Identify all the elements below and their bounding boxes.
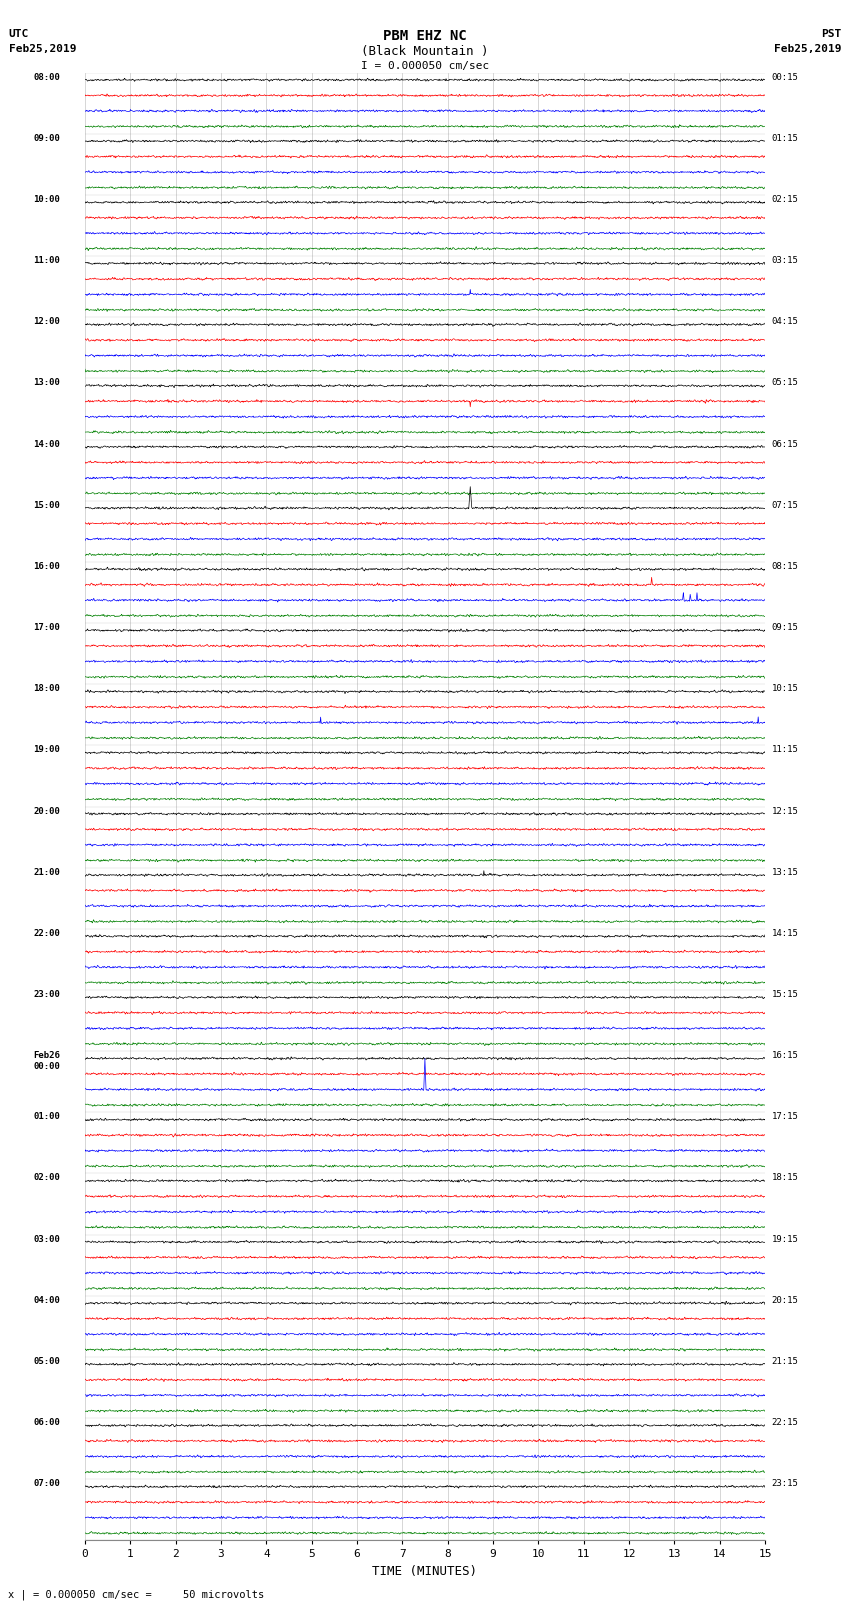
- Text: Feb25,2019: Feb25,2019: [774, 44, 842, 53]
- Text: 04:15: 04:15: [772, 318, 799, 326]
- Text: 23:00: 23:00: [33, 990, 60, 998]
- Text: 06:00: 06:00: [33, 1418, 60, 1428]
- Text: 04:00: 04:00: [33, 1295, 60, 1305]
- Text: 10:15: 10:15: [772, 684, 799, 694]
- Text: 14:15: 14:15: [772, 929, 799, 937]
- Text: 18:15: 18:15: [772, 1174, 799, 1182]
- Text: 01:15: 01:15: [772, 134, 799, 142]
- Text: UTC: UTC: [8, 29, 29, 39]
- Text: 05:00: 05:00: [33, 1357, 60, 1366]
- Text: 13:00: 13:00: [33, 379, 60, 387]
- Text: 09:15: 09:15: [772, 623, 799, 632]
- Text: 19:00: 19:00: [33, 745, 60, 755]
- Text: PBM EHZ NC: PBM EHZ NC: [383, 29, 467, 44]
- Text: Feb25,2019: Feb25,2019: [8, 44, 76, 53]
- Text: 01:00: 01:00: [33, 1113, 60, 1121]
- Text: Feb26
00:00: Feb26 00:00: [33, 1052, 60, 1071]
- Text: 16:15: 16:15: [772, 1052, 799, 1060]
- Text: 07:15: 07:15: [772, 500, 799, 510]
- Text: 05:15: 05:15: [772, 379, 799, 387]
- Text: 11:00: 11:00: [33, 256, 60, 265]
- Text: 06:15: 06:15: [772, 440, 799, 448]
- Text: 20:00: 20:00: [33, 806, 60, 816]
- Text: 08:15: 08:15: [772, 561, 799, 571]
- Text: 15:15: 15:15: [772, 990, 799, 998]
- Text: 00:15: 00:15: [772, 73, 799, 82]
- Text: 17:15: 17:15: [772, 1113, 799, 1121]
- Text: 15:00: 15:00: [33, 500, 60, 510]
- Text: 03:15: 03:15: [772, 256, 799, 265]
- Text: 20:15: 20:15: [772, 1295, 799, 1305]
- Text: 21:00: 21:00: [33, 868, 60, 876]
- Text: 21:15: 21:15: [772, 1357, 799, 1366]
- Text: 18:00: 18:00: [33, 684, 60, 694]
- X-axis label: TIME (MINUTES): TIME (MINUTES): [372, 1565, 478, 1578]
- Text: PST: PST: [821, 29, 842, 39]
- Text: x | = 0.000050 cm/sec =     50 microvolts: x | = 0.000050 cm/sec = 50 microvolts: [8, 1589, 264, 1600]
- Text: 12:15: 12:15: [772, 806, 799, 816]
- Text: 17:00: 17:00: [33, 623, 60, 632]
- Text: 03:00: 03:00: [33, 1234, 60, 1244]
- Text: 09:00: 09:00: [33, 134, 60, 142]
- Text: 07:00: 07:00: [33, 1479, 60, 1489]
- Text: 11:15: 11:15: [772, 745, 799, 755]
- Text: 14:00: 14:00: [33, 440, 60, 448]
- Text: 13:15: 13:15: [772, 868, 799, 876]
- Text: 12:00: 12:00: [33, 318, 60, 326]
- Text: 02:00: 02:00: [33, 1174, 60, 1182]
- Text: 23:15: 23:15: [772, 1479, 799, 1489]
- Text: (Black Mountain ): (Black Mountain ): [361, 45, 489, 58]
- Text: 08:00: 08:00: [33, 73, 60, 82]
- Text: 22:15: 22:15: [772, 1418, 799, 1428]
- Text: 10:00: 10:00: [33, 195, 60, 203]
- Text: 02:15: 02:15: [772, 195, 799, 203]
- Text: 19:15: 19:15: [772, 1234, 799, 1244]
- Text: I = 0.000050 cm/sec: I = 0.000050 cm/sec: [361, 61, 489, 71]
- Text: 16:00: 16:00: [33, 561, 60, 571]
- Text: 22:00: 22:00: [33, 929, 60, 937]
